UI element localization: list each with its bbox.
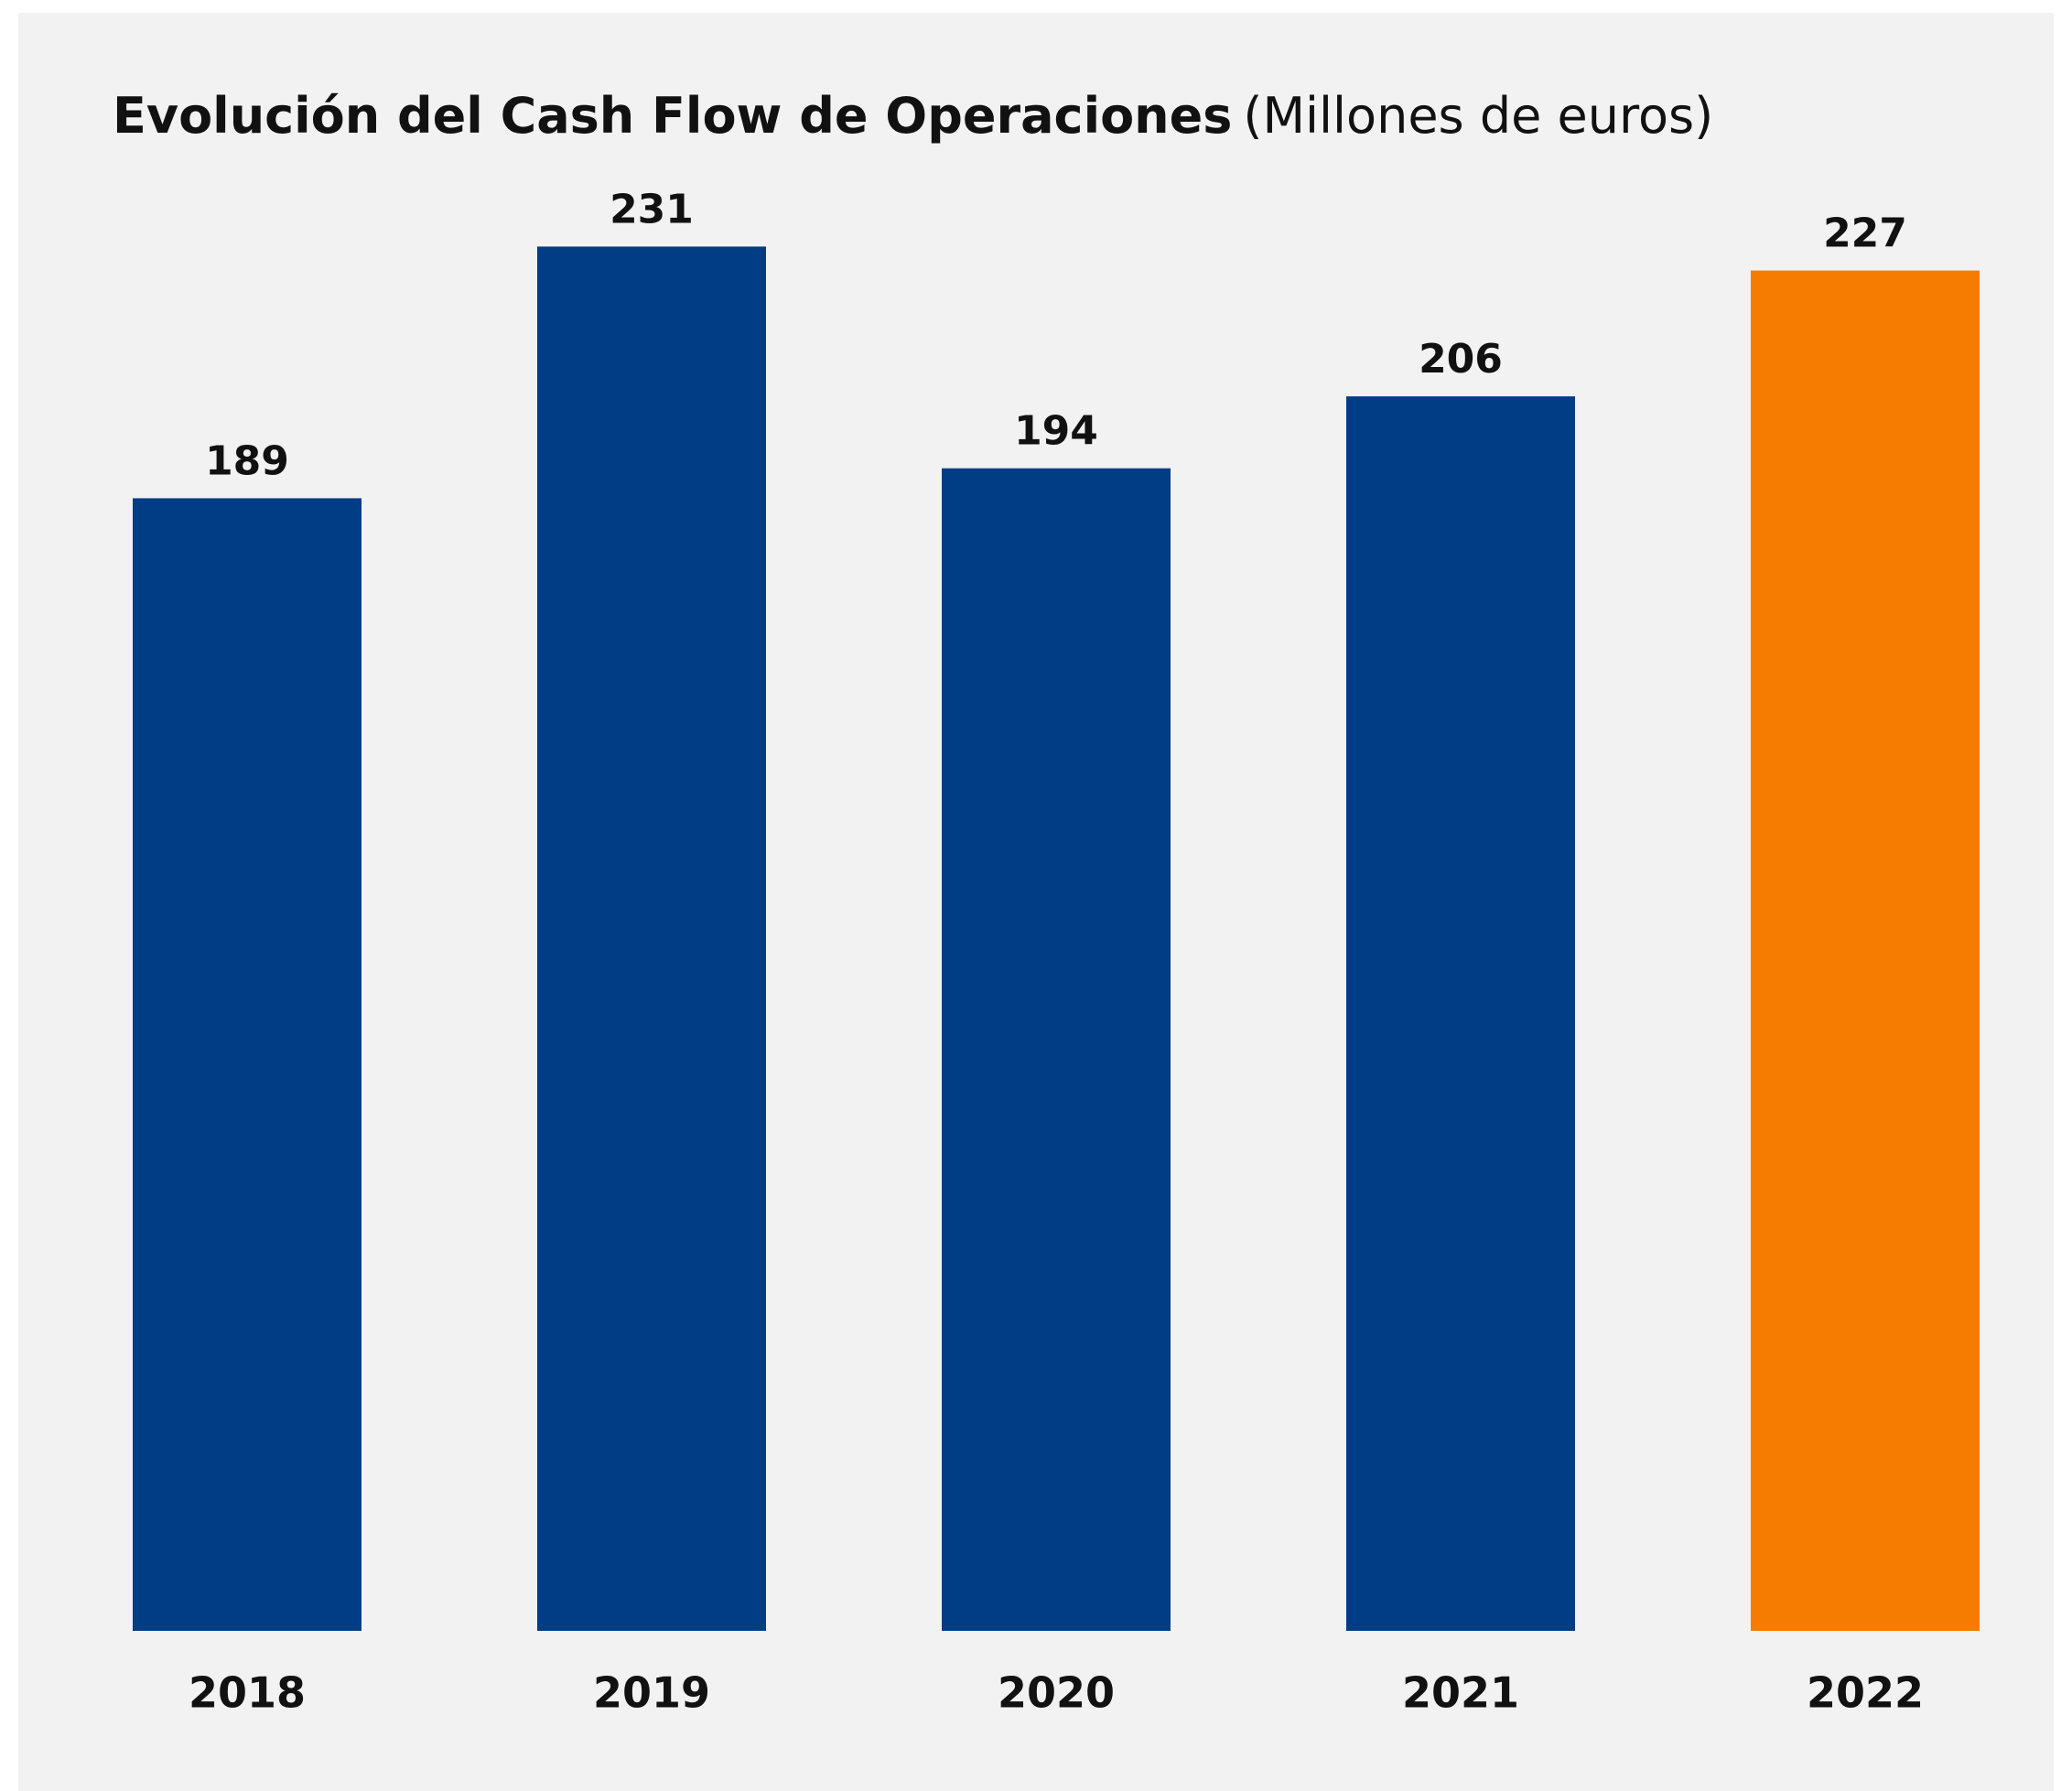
value-label: 189 [205, 437, 289, 484]
x-tick-label: 2022 [1807, 1668, 1924, 1718]
value-label: 194 [1014, 408, 1098, 455]
value-label: 206 [1419, 336, 1503, 383]
value-label: 231 [610, 186, 694, 232]
chart-title: Evolución del Cash Flow de Operaciones (M… [113, 87, 1713, 145]
subtitle: (Millones de euros) [1243, 87, 1713, 145]
x-tick-label: 2019 [593, 1668, 710, 1718]
bar [133, 498, 362, 1631]
x-tick-label: 2018 [189, 1668, 306, 1718]
x-tick-label: 2021 [1402, 1668, 1519, 1718]
bar [1751, 270, 1980, 1631]
bar [537, 246, 766, 1631]
bar [942, 468, 1171, 1631]
x-tick-label: 2020 [998, 1668, 1115, 1718]
value-label: 227 [1823, 210, 1907, 257]
title: Evolución del Cash Flow de Operaciones [113, 87, 1232, 145]
bar [1346, 396, 1575, 1631]
